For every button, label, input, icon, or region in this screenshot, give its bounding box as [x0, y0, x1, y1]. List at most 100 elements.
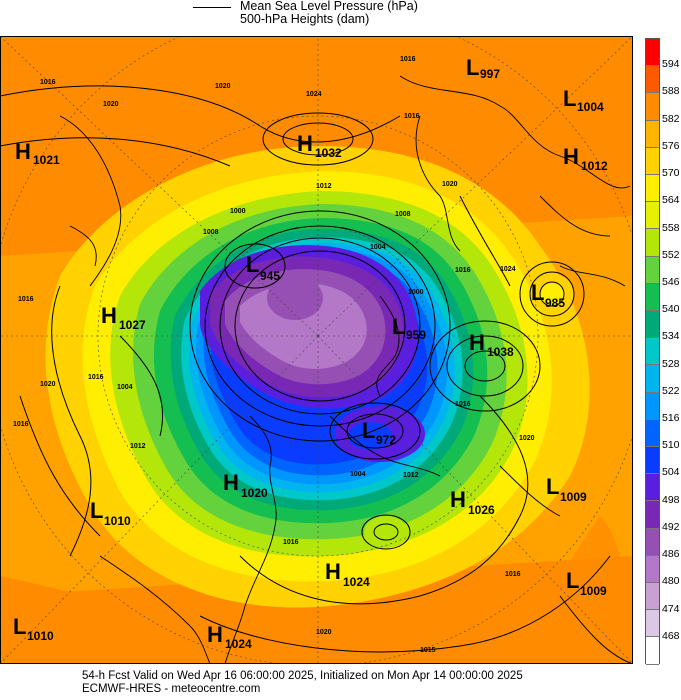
low-985-inner — [540, 283, 564, 305]
colorbar-swatch — [646, 256, 659, 284]
colorbar-level-label: 510 — [662, 439, 680, 452]
svg-text:1024: 1024 — [225, 637, 252, 651]
svg-text:H: H — [325, 559, 341, 584]
pressure-center: L 985 — [531, 280, 565, 310]
colorbar-level-label: 474 — [662, 602, 680, 615]
pressure-center: L 1009 — [546, 474, 587, 504]
colorbar-level-label: 504 — [662, 466, 680, 479]
isobar — [0, 85, 401, 143]
svg-text:1021: 1021 — [33, 153, 60, 167]
svg-text:1009: 1009 — [560, 490, 587, 504]
isobar — [559, 595, 633, 664]
isobar-label: 1016 — [400, 56, 416, 63]
colorbar-swatch — [646, 311, 659, 339]
colorbar-level-label: 552 — [662, 248, 680, 261]
isobar-label: 1004 — [350, 471, 366, 478]
svg-text:1009: 1009 — [580, 584, 607, 598]
isobar-label: 1024 — [500, 266, 516, 273]
colorbar-swatch — [646, 93, 659, 121]
pressure-center: L 945 — [246, 252, 280, 283]
svg-text:H: H — [223, 470, 239, 495]
colorbar-swatch — [646, 229, 659, 257]
isobar — [189, 210, 451, 442]
isobar-label: 1016 — [13, 421, 29, 428]
colorbar-level-label: 468 — [662, 629, 680, 642]
coastline-pacific — [539, 195, 626, 287]
svg-text:1010: 1010 — [104, 514, 131, 528]
isobar-label: 1000 — [230, 208, 246, 215]
svg-text:H: H — [15, 139, 31, 164]
isobar-labels: 1016 1020 1024 1016 1016 1020 1016 1020 … — [13, 56, 535, 654]
isobar — [329, 402, 421, 460]
isobar-label: 1016 — [455, 267, 471, 274]
height-colorbar — [645, 38, 660, 665]
mslp-legend-label: Mean Sea Level Pressure (hPa) — [240, 0, 418, 13]
isobar — [219, 237, 421, 415]
colorbar-level-label: 480 — [662, 575, 680, 588]
isobar-label: 1020 — [519, 435, 535, 442]
isobar — [429, 320, 541, 412]
warm-band-bottom-left — [0, 576, 300, 664]
colorbar-swatch — [646, 610, 659, 638]
colorbar-swatch — [646, 474, 659, 502]
coastline-canada-north — [329, 415, 441, 477]
colorbar-level-label: 570 — [662, 167, 680, 180]
colorbar-swatch — [646, 637, 659, 665]
pressure-center: H 1026 — [450, 487, 495, 517]
isobar-label: 1004 — [370, 244, 386, 251]
colorbar-level-label: 582 — [662, 112, 680, 125]
pressure-center: H 1032 — [297, 131, 342, 160]
colorbar-swatch — [646, 365, 659, 393]
colorbar-swatch — [646, 555, 659, 584]
coastline-asia-north — [399, 75, 631, 189]
svg-text:H: H — [469, 330, 485, 355]
svg-text:H: H — [297, 131, 313, 156]
svg-text:L: L — [13, 614, 26, 639]
svg-text:L: L — [466, 55, 479, 80]
colorbar-swatch — [646, 283, 659, 312]
svg-text:L: L — [563, 86, 576, 111]
coastline-scandinavia — [69, 225, 97, 267]
isobar-label: 1008 — [203, 229, 219, 236]
isobar — [234, 250, 406, 402]
svg-text:985: 985 — [545, 296, 565, 310]
svg-text:1026: 1026 — [468, 503, 495, 517]
coastline-north-america-west — [224, 415, 277, 664]
svg-text:959: 959 — [406, 328, 426, 342]
svg-text:H: H — [563, 144, 579, 169]
pressure-center: L 1009 — [566, 568, 607, 598]
isobar — [119, 335, 164, 437]
isobar — [19, 395, 101, 537]
colorbar-swatch — [646, 66, 659, 94]
svg-text:L: L — [362, 418, 375, 443]
svg-text:L: L — [90, 498, 103, 523]
isobar — [204, 225, 436, 427]
colorbar-swatch — [646, 175, 659, 203]
pressure-center: H 1020 — [223, 470, 268, 500]
colorbar-level-label: 528 — [662, 357, 680, 370]
pressure-center: H 1012 — [563, 144, 608, 173]
svg-text:H: H — [101, 303, 117, 328]
isobar-label: 1016 — [404, 113, 420, 120]
colorbar-level-label: 576 — [662, 139, 680, 152]
isobar — [199, 555, 611, 653]
isobar-label: 1020 — [442, 181, 458, 188]
colorbar-level-label: 588 — [662, 85, 680, 98]
isobar — [529, 271, 575, 317]
svg-text:1010: 1010 — [27, 629, 54, 643]
colorbar-swatch — [646, 392, 659, 420]
svg-text:L: L — [531, 280, 544, 305]
pressure-center: H 1024 — [207, 622, 252, 651]
isobars — [0, 85, 633, 664]
isobar-label: 1012 — [403, 472, 419, 479]
warm-ridge-se — [520, 516, 633, 664]
pressure-center: L 959 — [392, 314, 426, 342]
svg-text:1004: 1004 — [577, 100, 604, 114]
colorbar-level-label: 564 — [662, 194, 680, 207]
colorbar-swatch — [646, 419, 659, 448]
svg-text:L: L — [566, 568, 579, 593]
isobar-label: 1020 — [40, 381, 56, 388]
mslp-line-sample — [193, 7, 231, 8]
svg-text:1032: 1032 — [315, 146, 342, 160]
isobar — [51, 285, 92, 557]
